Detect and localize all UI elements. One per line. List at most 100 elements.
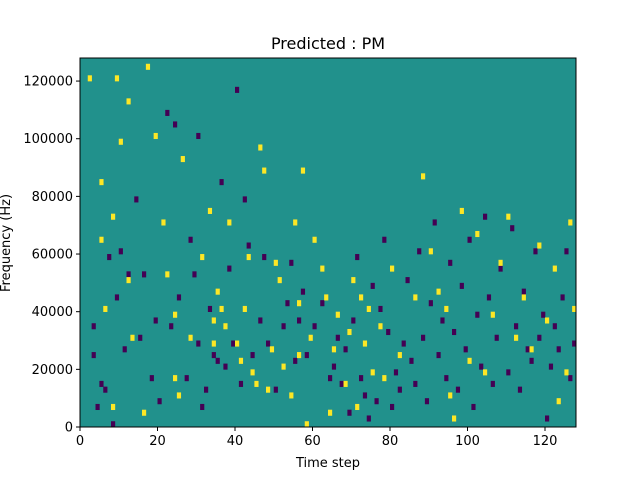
heatmap-cell-high <box>262 167 267 174</box>
x-tick-label: 100 <box>455 434 480 449</box>
heatmap-cell-high <box>572 305 576 312</box>
heatmap-cell-high <box>145 63 151 70</box>
heatmap-cell-low <box>386 328 391 336</box>
heatmap-cell-high <box>343 380 348 387</box>
heatmap-cell-low <box>424 398 430 405</box>
heatmap-cell-high <box>428 248 433 255</box>
heatmap-cell-high <box>165 271 170 278</box>
heatmap-cell-low <box>126 271 131 278</box>
heatmap-cell-high <box>153 132 158 140</box>
heatmap-cell-low <box>440 317 445 324</box>
heatmap-cell-high <box>207 207 213 214</box>
heatmap-cell-low <box>118 248 123 255</box>
heatmap-cell-low <box>417 248 422 255</box>
heatmap-cell-low <box>490 380 495 387</box>
heatmap-cell-high <box>258 144 263 151</box>
heatmap-cell-high <box>448 392 453 399</box>
x-tick-label: 120 <box>533 434 558 449</box>
heatmap-cell-low <box>506 369 511 376</box>
heatmap-cell-high <box>351 277 356 284</box>
x-tick-label: 80 <box>382 434 399 449</box>
heatmap-cell-low <box>204 386 209 393</box>
heatmap-cell-low <box>541 311 546 318</box>
heatmap-cell-low <box>165 109 170 116</box>
heatmap-cell-low <box>173 121 178 128</box>
heatmap-cell-low <box>258 317 263 324</box>
heatmap-cell-high <box>99 179 104 186</box>
heatmap-cell-low <box>138 334 143 341</box>
heatmap-cell-low <box>91 323 96 330</box>
x-axis: 0 20 40 60 80 100 120 <box>76 427 558 449</box>
heatmap-cell-high <box>215 288 220 295</box>
heatmap-cell-low <box>262 254 267 261</box>
y-tick-label: 100000 <box>23 132 73 147</box>
heatmap-cell-high <box>397 352 402 359</box>
plot-frame <box>79 57 577 428</box>
heatmap-cell-high <box>269 346 275 353</box>
heatmap-cell-high <box>118 138 123 145</box>
x-tick-label: 20 <box>149 434 166 449</box>
heatmap-cell-low <box>533 248 538 255</box>
heatmap-background <box>80 58 576 427</box>
y-axis: 0 20000 40000 60000 80000 100000 120000 <box>23 75 80 436</box>
heatmap-cell-high <box>130 334 135 341</box>
heatmap-cell-low <box>498 265 503 272</box>
heatmap-cell-low <box>297 317 302 324</box>
heatmap-cell-low <box>111 421 116 427</box>
heatmap-cell-high <box>366 305 371 312</box>
heatmap-cell-low <box>281 323 286 330</box>
heatmap-cell-high <box>219 305 224 312</box>
heatmap-cell-low <box>390 403 395 411</box>
heatmap-cell-low <box>103 386 108 393</box>
chart-title: Predicted : PM <box>271 34 385 53</box>
heatmap-cell-low <box>432 219 437 226</box>
heatmap-cell-high <box>506 213 511 220</box>
heatmap-cell-low <box>401 340 406 347</box>
heatmap-cell-low <box>242 196 247 203</box>
heatmap-cell-low <box>548 363 554 370</box>
heatmap-cell-high <box>545 317 550 324</box>
heatmap-cell-high <box>331 346 337 353</box>
heatmap-cell-low <box>196 132 201 140</box>
heatmap-cell-high <box>266 386 271 393</box>
heatmap-cell-low <box>246 242 251 249</box>
y-tick-label: 40000 <box>32 305 73 320</box>
heatmap-cell-low <box>91 352 96 359</box>
heatmap-cell-low <box>343 346 348 353</box>
heatmap-cell-low <box>552 323 557 330</box>
heatmap-cell-low <box>568 375 573 382</box>
heatmap-cell-high <box>552 265 557 272</box>
heatmap-cell-high <box>421 173 426 180</box>
heatmap-cell-high <box>180 156 185 163</box>
heatmap-cell-high <box>362 340 368 347</box>
heatmap-cell-low <box>537 334 542 341</box>
heatmap-cell-high <box>324 294 329 301</box>
heatmap-cell-low <box>560 294 565 301</box>
heatmap-cell-high <box>238 357 244 364</box>
heatmap-cell-low <box>475 311 480 318</box>
heatmap-cell-low <box>339 380 344 387</box>
heatmap-cell-low <box>157 398 162 405</box>
heatmap-cell-high <box>537 242 542 249</box>
heatmap-cell-high <box>297 352 302 359</box>
heatmap-cell-low <box>564 248 569 255</box>
heatmap-cell-low <box>285 300 290 307</box>
heatmap-cell-high <box>103 305 108 312</box>
heatmap-cell-low <box>300 288 306 295</box>
heatmap-cell-high <box>114 75 120 82</box>
heatmap-cell-high <box>436 288 441 295</box>
heatmap-cell-high <box>378 323 383 330</box>
heatmap-cell-low <box>320 300 325 307</box>
heatmap-cell-high <box>335 311 340 318</box>
heatmap-cell-low <box>510 225 515 232</box>
heatmap-cell-low <box>421 334 426 341</box>
heatmap-cell-low <box>250 352 255 359</box>
heatmap-cell-high <box>452 415 457 422</box>
heatmap-cell-low <box>409 357 414 364</box>
y-tick-label: 120000 <box>23 75 73 90</box>
heatmap-cell-high <box>300 167 306 174</box>
y-tick-label: 60000 <box>32 248 73 263</box>
heatmap-cell-high <box>211 340 216 347</box>
heatmap-cell-high <box>173 311 178 318</box>
